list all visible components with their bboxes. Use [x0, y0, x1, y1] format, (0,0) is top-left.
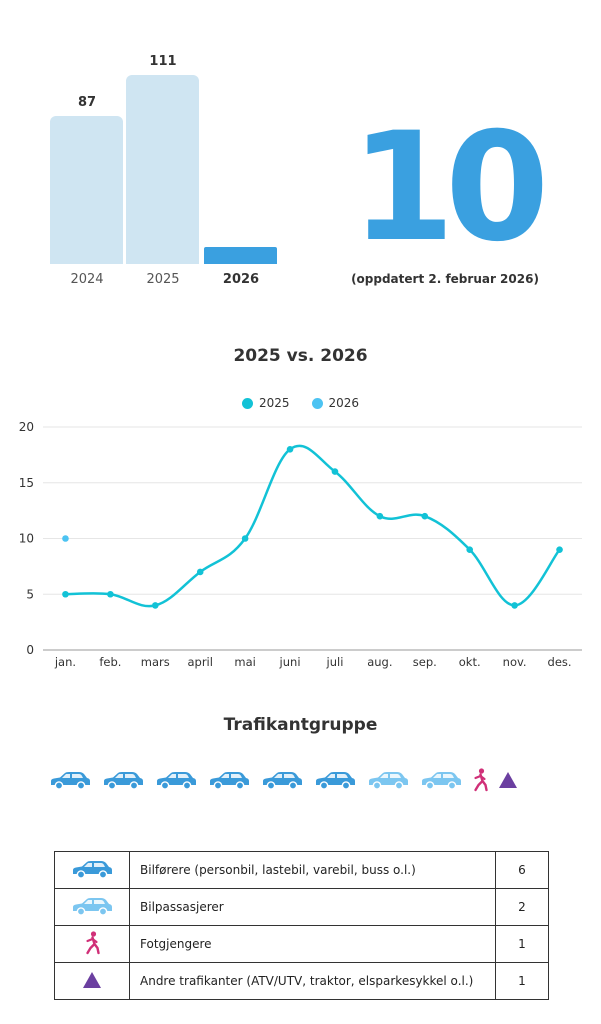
x-tick-label: des. — [548, 655, 572, 669]
triangle-icon — [498, 771, 518, 789]
year-bar-value: 111 — [149, 54, 177, 69]
data-point-2025 — [107, 590, 114, 598]
legend-item-2026[interactable]: 2026 — [311, 396, 360, 410]
group-label: Bilførere (personbil, lastebil, varebil,… — [129, 851, 496, 889]
x-tick-label: nov. — [503, 655, 527, 669]
y-tick-label: 10 — [19, 532, 34, 546]
data-point-2026 — [62, 535, 69, 542]
car-driver-icon — [101, 770, 145, 790]
table-row: Fotgjengere 1 — [54, 925, 549, 963]
data-point-2025 — [331, 468, 339, 475]
car-passenger-icon — [419, 770, 463, 790]
group-label: Fotgjengere — [129, 925, 496, 963]
car-driver-icon — [313, 770, 357, 790]
x-tick-label: feb. — [99, 655, 121, 669]
y-tick-label: 5 — [26, 587, 34, 601]
groups-table: Bilførere (personbil, lastebil, varebil,… — [54, 851, 549, 1000]
x-tick-label: sep. — [413, 655, 437, 669]
year-bar-label: 2026 — [222, 272, 260, 287]
data-point-2025 — [556, 546, 563, 553]
group-label: Andre trafikanter (ATV/UTV, traktor, els… — [129, 962, 496, 1000]
year-bar-2026 — [204, 246, 277, 264]
year-bar-label: 2024 — [70, 272, 104, 287]
group-count: 2 — [495, 888, 549, 926]
data-point-2025 — [511, 602, 518, 609]
y-tick-label: 0 — [26, 643, 34, 657]
current-year-count: 10 — [350, 101, 550, 275]
x-tick-label: juni — [279, 655, 301, 669]
x-tick-label: juli — [326, 655, 344, 669]
legend-item-2025[interactable]: 2025 — [241, 396, 290, 410]
table-row: Andre trafikanter (ATV/UTV, traktor, els… — [54, 962, 549, 1000]
group-count: 6 — [495, 851, 549, 889]
data-point-2025 — [376, 512, 384, 520]
groups-title: Trafikantgruppe — [223, 715, 378, 735]
table-row: Bilpassasjerer 2 — [54, 888, 549, 926]
legend-dot-icon — [311, 397, 323, 409]
legend-label: 2025 — [258, 396, 290, 410]
group-icon-row — [48, 768, 518, 792]
legend-dot-icon — [241, 397, 253, 409]
series-line-2025 — [65, 444, 561, 608]
x-tick-label: mai — [234, 655, 255, 669]
data-point-2025 — [466, 546, 474, 553]
data-point-2025 — [421, 512, 429, 520]
triangle-icon — [54, 962, 130, 1000]
data-point-2025 — [196, 568, 204, 576]
x-tick-label: okt. — [459, 655, 481, 669]
group-count: 1 — [495, 962, 549, 1000]
car-driver-icon — [48, 770, 92, 790]
y-tick-label: 15 — [19, 476, 34, 490]
legend-label: 2026 — [328, 396, 360, 410]
y-tick-label: 20 — [19, 420, 34, 434]
x-tick-label: aug. — [367, 655, 392, 669]
year-bar-value: 87 — [77, 94, 97, 110]
x-tick-label: mars — [141, 655, 170, 669]
car-driver-icon — [54, 851, 130, 889]
group-label: Bilpassasjerer — [129, 888, 496, 926]
year-bar-2025 — [126, 75, 199, 264]
updated-note: (oppdatert 2. februar 2026) — [351, 272, 539, 286]
data-point-2025 — [286, 446, 294, 453]
car-passenger-icon — [366, 770, 410, 790]
x-tick-label: april — [187, 655, 212, 669]
data-point-2025 — [62, 590, 69, 598]
x-tick-label: jan. — [54, 655, 76, 669]
year-bar-label: 2025 — [146, 272, 180, 287]
car-driver-icon — [207, 770, 251, 790]
data-point-2025 — [241, 535, 249, 542]
table-row: Bilførere (personbil, lastebil, varebil,… — [54, 851, 549, 889]
car-driver-icon — [154, 770, 198, 790]
pedestrian-icon — [472, 768, 489, 792]
data-point-2025 — [151, 602, 159, 609]
monthly-line-chart: 0 5 10 15 20 jan. feb. mars april mai juni juli aug.… — [19, 420, 582, 669]
group-count: 1 — [495, 925, 549, 963]
car-driver-icon — [260, 770, 304, 790]
car-passenger-icon — [54, 888, 130, 926]
year-bar-2024 — [50, 115, 123, 264]
chart-legend: 2025 2026 — [0, 396, 601, 410]
line-chart-title: 2025 vs. 2026 — [233, 346, 368, 366]
pedestrian-icon — [54, 925, 130, 963]
